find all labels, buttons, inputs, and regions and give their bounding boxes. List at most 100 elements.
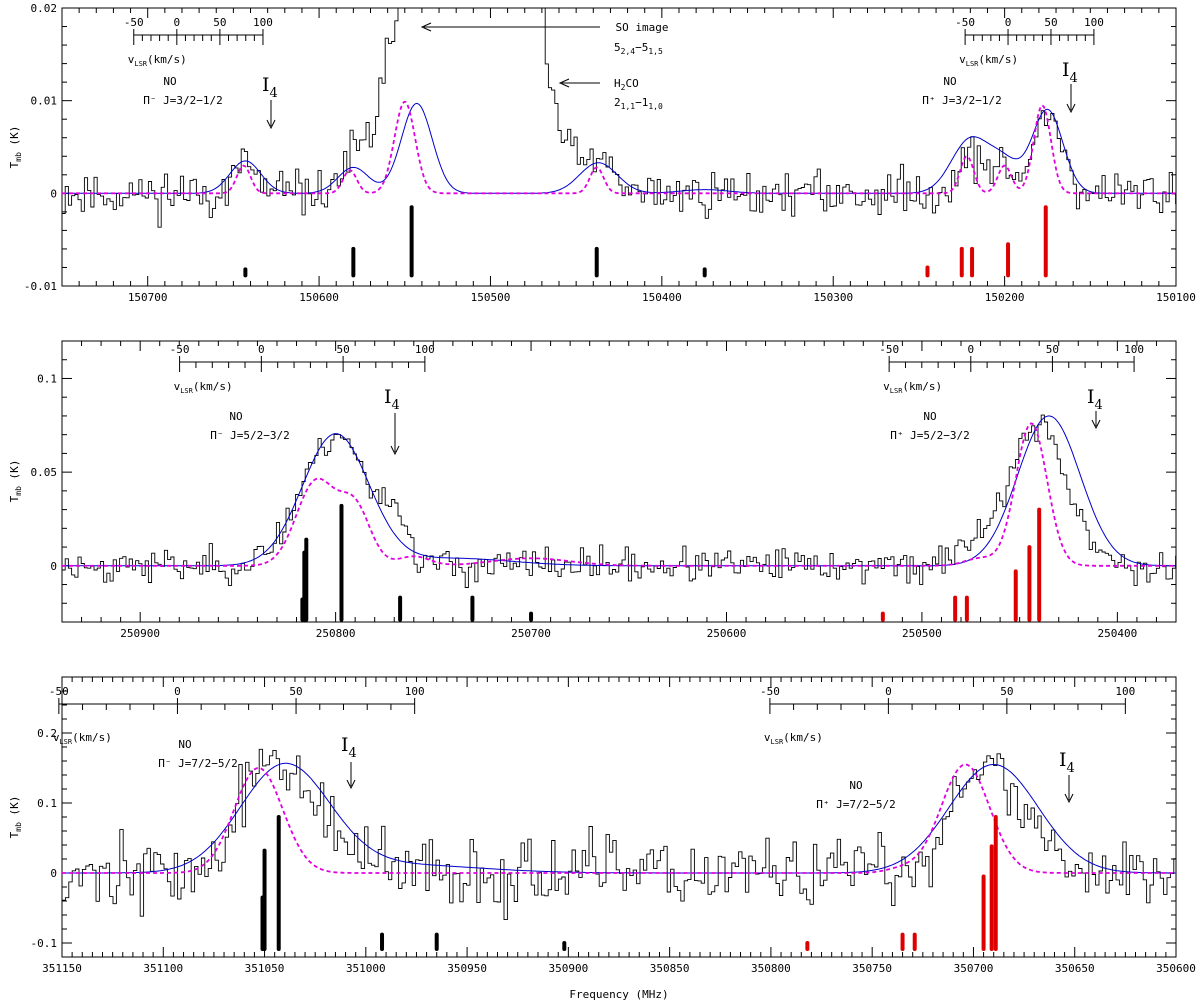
panel-middle-vlsr-scales: -50 0 50 100 vLSR(km/s) -50 0 50 100 vLSR(km/s): [170, 343, 1144, 395]
panel-bottom-i4-left: I4: [341, 734, 357, 761]
panel-top-left-species: NO: [163, 75, 176, 88]
vlsr-axis-label: vLSR(km/s): [174, 380, 233, 395]
vlsr-axis-label: vLSR(km/s): [128, 53, 187, 68]
panel-top-series: [62, 8, 1176, 228]
panel-top-so-label: SO image: [616, 21, 669, 34]
panel-middle-i4-left: I4: [384, 386, 400, 413]
panel-top-h2co-transition: 21,1−11,0: [614, 96, 663, 111]
panel-top-right-species: NO: [943, 75, 956, 88]
y-tick-label: 0: [50, 560, 57, 573]
panel-bottom-right-species: NO: [849, 779, 862, 792]
vlsr-tick-label: -50: [170, 343, 190, 356]
panel-top-i4-left-arrowhead: [266, 119, 276, 130]
x-tick-label: 150400: [642, 291, 682, 304]
panel-bottom-vlsr-scales: -50 0 50 100 vLSR(km/s) -50 0 50 100 vLSR(km/s): [49, 685, 1135, 746]
panel-middle-left-species: NO: [229, 410, 242, 423]
x-axis-title: Frequency (MHz): [569, 988, 668, 1001]
panel-top-frame: [61, 7, 1177, 287]
x-tick-label: 250700: [511, 627, 551, 640]
y-tick-label: 0.2: [37, 727, 57, 740]
vlsr-axis-label: vLSR(km/s): [883, 380, 942, 395]
x-tick-label: 350700: [954, 962, 994, 975]
panel-bottom-i4-right-arrowhead: [1064, 793, 1074, 804]
vlsr-tick-label: -50: [124, 16, 144, 29]
observed-spectrum: [62, 748, 1176, 921]
panel-top-i4-left: I4: [262, 74, 278, 101]
vlsr-tick-label: 50: [289, 685, 302, 698]
y-tick-label: -0.1: [31, 937, 58, 950]
panel-bottom-frame: [61, 676, 1177, 958]
x-tick-label: 350900: [548, 962, 588, 975]
panel-middle-ticks: 250900 250800 250700 250600 250500 250400 0 0.0…: [31, 340, 1177, 640]
x-tick-label: 150100: [1156, 291, 1196, 304]
panel-top-h2co-label: H2CO: [614, 77, 639, 92]
y-tick-label: 0.1: [37, 797, 57, 810]
panel-middle-left-transition: Π⁻ J=5/2−3/2: [210, 429, 289, 442]
panel-top-i4-right-arrowhead: [1066, 103, 1076, 114]
vlsr-tick-label: 0: [174, 685, 181, 698]
vlsr-axis-label: vLSR(km/s): [53, 731, 112, 746]
vlsr-tick-label: 100: [415, 343, 435, 356]
panel-top-so-arrowhead: [420, 22, 432, 32]
vlsr-tick-label: 100: [1124, 343, 1144, 356]
panel-bottom: 351150 351100 351050 351000 350950 350900 3508…: [8, 676, 1196, 1001]
panel-middle-ylabel: Tmb (K): [8, 460, 23, 503]
model-fit-blue: [62, 102, 1176, 194]
observed-spectrum: [62, 414, 1176, 588]
x-tick-label: 250800: [316, 627, 356, 640]
x-tick-label: 351000: [346, 962, 386, 975]
model-fit-magenta: [62, 100, 1176, 195]
panel-bottom-ylabel: Tmb (K): [8, 796, 23, 839]
y-tick-label: 0: [50, 187, 57, 200]
x-tick-label: 350850: [650, 962, 690, 975]
x-tick-label: 250500: [902, 627, 942, 640]
vlsr-axis-label: vLSR(km/s): [959, 53, 1018, 68]
panel-middle-i4-right: I4: [1087, 386, 1103, 413]
panel-middle-i4-right-arrowhead: [1091, 419, 1101, 430]
panel-bottom-i4-right: I4: [1059, 749, 1075, 776]
vlsr-tick-label: 0: [258, 343, 265, 356]
vlsr-tick-label: 50: [336, 343, 349, 356]
panel-top-vlsr-scales: -50 0 50 100 vLSR(km/s) -50 0 50 100 vLSR(km/s): [124, 16, 1104, 68]
y-tick-label: 0.02: [31, 2, 58, 15]
panel-bottom-left-species: NO: [178, 738, 191, 751]
panel-middle: 250900 250800 250700 250600 250500 250400 0 0.0…: [8, 340, 1177, 640]
x-tick-label: 350750: [852, 962, 892, 975]
vlsr-tick-label: 0: [885, 685, 892, 698]
x-tick-label: 350800: [751, 962, 791, 975]
vlsr-tick-label: 100: [1115, 685, 1135, 698]
panel-bottom-transition-lines: [260, 815, 998, 951]
x-tick-label: 250900: [120, 627, 160, 640]
vlsr-tick-label: -50: [955, 16, 975, 29]
panel-middle-right-species: NO: [923, 410, 936, 423]
panel-bottom-left-transition: Π⁻ J=7/2−5/2: [158, 757, 237, 770]
x-tick-label: 351150: [42, 962, 82, 975]
x-tick-label: 150300: [813, 291, 853, 304]
vlsr-tick-label: -50: [49, 685, 69, 698]
vlsr-tick-label: 100: [1084, 16, 1104, 29]
y-tick-label: 0.05: [31, 466, 58, 479]
panel-middle-transition-lines: [300, 503, 1042, 622]
y-tick-label: 0.1: [37, 372, 57, 385]
x-tick-label: 250600: [707, 627, 747, 640]
panel-top-so-transition: 52,4−51,5: [614, 41, 663, 56]
panel-bottom-i4-left-arrowhead: [346, 779, 356, 790]
panel-middle-series: [62, 414, 1176, 588]
panel-top-ticks: 150700 150600 150500 150400 150300 150200 1501…: [24, 2, 1196, 304]
model-fit-blue: [62, 415, 1176, 567]
vlsr-tick-label: 0: [174, 16, 181, 29]
x-tick-label: 351100: [143, 962, 183, 975]
vlsr-tick-label: -50: [879, 343, 899, 356]
panel-bottom-ticks: 351150 351100 351050 351000 350950 350900 3508…: [31, 676, 1196, 975]
panel-middle-i4-left-arrowhead: [390, 445, 400, 456]
x-tick-label: 150500: [471, 291, 511, 304]
model-fit-blue: [62, 762, 1176, 874]
x-tick-label: 351050: [245, 962, 285, 975]
vlsr-tick-label: 0: [1005, 16, 1012, 29]
x-tick-label: 150200: [985, 291, 1025, 304]
vlsr-tick-label: 50: [1046, 343, 1059, 356]
vlsr-tick-label: 50: [213, 16, 226, 29]
y-tick-label: 0.01: [31, 95, 58, 108]
panel-top-ylabel: Tmb (K): [8, 126, 23, 169]
